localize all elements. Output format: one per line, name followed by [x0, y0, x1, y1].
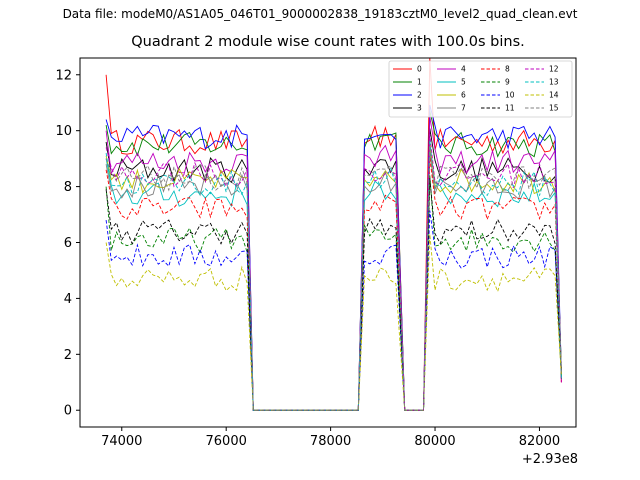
x-tick-label: 78000 — [310, 434, 351, 449]
y-tick-label: 4 — [64, 292, 72, 307]
series-line-13 — [105, 140, 562, 411]
legend-label-10: 10 — [505, 91, 515, 100]
y-tick-label: 6 — [64, 236, 72, 251]
legend-label-5: 5 — [461, 78, 466, 87]
legend-label-4: 4 — [461, 65, 466, 74]
x-tick-label: 74000 — [101, 434, 142, 449]
figure-suptitle: Data file: modeM0/AS1A05_046T01_90000028… — [62, 7, 578, 21]
legend-label-6: 6 — [461, 91, 466, 100]
legend-label-1: 1 — [417, 78, 422, 87]
legend-label-8: 8 — [505, 65, 510, 74]
legend-label-0: 0 — [417, 65, 422, 74]
series-line-12 — [105, 134, 562, 411]
series-line-14 — [105, 234, 562, 411]
series-line-7 — [105, 151, 562, 411]
x-axis-offset-label: +2.93e8 — [521, 452, 578, 467]
legend-label-12: 12 — [549, 65, 559, 74]
series-line-3 — [105, 128, 562, 411]
y-tick-label: 0 — [64, 404, 72, 419]
legend-label-2: 2 — [417, 91, 422, 100]
x-tick-label: 82000 — [519, 434, 560, 449]
x-tick-label: 80000 — [414, 434, 455, 449]
legend-label-13: 13 — [549, 78, 559, 87]
y-tick-label: 12 — [55, 68, 72, 83]
series-line-2 — [105, 104, 562, 411]
legend-label-7: 7 — [461, 104, 466, 113]
legend-label-14: 14 — [549, 91, 559, 100]
y-tick-label: 10 — [55, 124, 72, 139]
y-tick-label: 8 — [64, 180, 72, 195]
series-line-1 — [105, 110, 562, 411]
series-line-10 — [105, 210, 562, 411]
series-line-8 — [105, 157, 562, 411]
series-line-15 — [105, 146, 562, 411]
legend-label-11: 11 — [505, 104, 515, 113]
legend-label-9: 9 — [505, 78, 510, 87]
legend-label-3: 3 — [417, 104, 422, 113]
legend-box — [388, 60, 573, 118]
y-tick-label: 2 — [64, 348, 72, 363]
series-line-11 — [105, 178, 562, 411]
series-line-4 — [105, 116, 562, 411]
series-line-9 — [105, 175, 562, 411]
x-tick-label: 76000 — [206, 434, 247, 449]
chart-title: Quadrant 2 module wise count rates with … — [131, 34, 525, 50]
series-line-0 — [105, 57, 562, 411]
legend-label-15: 15 — [549, 104, 559, 113]
